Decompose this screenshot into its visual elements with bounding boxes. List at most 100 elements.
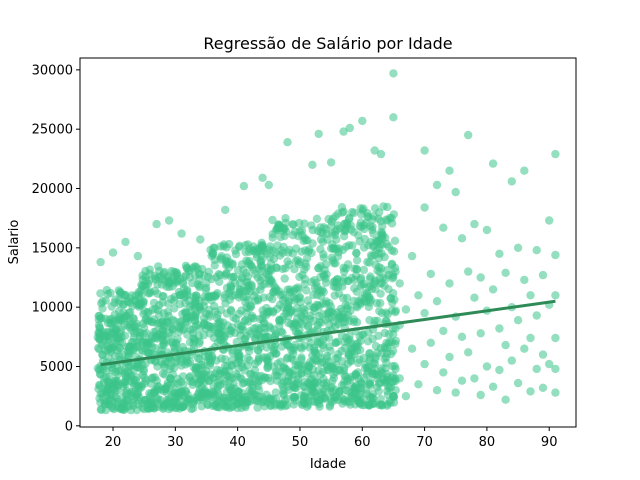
data-point bbox=[374, 208, 384, 217]
data-point bbox=[507, 177, 516, 186]
data-point bbox=[208, 248, 217, 257]
data-point bbox=[239, 181, 249, 191]
data-point bbox=[288, 249, 298, 258]
data-point bbox=[181, 299, 190, 308]
data-point bbox=[395, 279, 404, 288]
data-point bbox=[343, 359, 352, 368]
data-point bbox=[230, 328, 240, 337]
data-point bbox=[240, 334, 249, 343]
data-point bbox=[271, 388, 280, 397]
data-point bbox=[162, 316, 171, 325]
data-point bbox=[243, 361, 252, 370]
data-point bbox=[226, 305, 235, 314]
data-point bbox=[178, 279, 188, 289]
data-point bbox=[215, 277, 224, 286]
data-point bbox=[520, 166, 529, 175]
data-point bbox=[318, 387, 327, 396]
data-point bbox=[358, 116, 367, 126]
data-point bbox=[125, 316, 134, 325]
data-point bbox=[300, 280, 309, 289]
data-point bbox=[464, 348, 473, 357]
data-point bbox=[294, 259, 304, 269]
data-point bbox=[380, 375, 389, 384]
data-point bbox=[200, 387, 209, 396]
data-point bbox=[293, 320, 302, 330]
data-point bbox=[280, 396, 290, 405]
x-tick-label: 60 bbox=[354, 435, 371, 450]
data-point bbox=[380, 344, 390, 353]
data-point bbox=[287, 375, 296, 384]
data-point bbox=[390, 295, 399, 304]
data-point bbox=[188, 311, 198, 320]
y-tick-label: 25000 bbox=[32, 123, 73, 138]
x-axis: 20 30 40 50 60 70 80 90 bbox=[105, 427, 557, 450]
data-point bbox=[144, 276, 154, 286]
data-point bbox=[345, 123, 354, 133]
data-point bbox=[199, 369, 208, 378]
data-point bbox=[374, 331, 383, 340]
regression-line bbox=[100, 299, 556, 367]
data-point bbox=[143, 307, 152, 317]
data-point bbox=[318, 237, 327, 246]
data-point bbox=[312, 214, 322, 223]
data-point bbox=[204, 267, 214, 276]
data-point bbox=[216, 305, 226, 315]
data-point bbox=[297, 355, 306, 364]
data-point bbox=[256, 285, 265, 294]
data-point bbox=[256, 371, 266, 381]
data-point bbox=[269, 308, 278, 317]
data-point bbox=[195, 337, 204, 346]
data-point bbox=[181, 261, 191, 270]
data-point bbox=[526, 333, 535, 343]
data-point bbox=[159, 292, 168, 301]
data-point bbox=[352, 249, 361, 258]
data-point bbox=[121, 237, 130, 247]
data-point bbox=[280, 274, 289, 283]
data-point bbox=[513, 243, 523, 252]
data-point bbox=[439, 223, 448, 232]
data-point bbox=[420, 146, 429, 155]
data-point bbox=[250, 366, 260, 375]
data-point bbox=[268, 229, 277, 239]
data-point bbox=[389, 210, 398, 219]
data-point bbox=[520, 275, 529, 285]
data-point bbox=[108, 248, 118, 257]
data-point bbox=[258, 173, 267, 182]
data-point bbox=[289, 400, 298, 409]
data-point bbox=[532, 311, 541, 320]
data-point bbox=[501, 395, 510, 404]
data-point bbox=[210, 302, 219, 311]
data-point bbox=[235, 351, 244, 360]
data-point bbox=[269, 254, 279, 264]
data-point bbox=[213, 289, 222, 298]
data-point bbox=[368, 393, 377, 402]
data-point bbox=[163, 307, 173, 316]
data-point bbox=[414, 291, 423, 300]
data-point bbox=[344, 214, 354, 223]
data-point bbox=[133, 389, 143, 398]
data-point bbox=[225, 393, 234, 402]
data-point bbox=[181, 387, 190, 396]
data-point bbox=[389, 69, 398, 78]
data-point bbox=[268, 278, 277, 287]
data-point bbox=[221, 355, 230, 364]
data-point bbox=[175, 404, 184, 413]
y-tick-label: 15000 bbox=[32, 241, 73, 256]
data-point bbox=[365, 348, 374, 358]
data-point bbox=[420, 203, 429, 212]
data-point bbox=[532, 364, 541, 374]
data-point bbox=[106, 391, 115, 400]
data-point bbox=[262, 355, 272, 364]
data-point bbox=[369, 279, 378, 289]
data-point bbox=[183, 287, 192, 296]
data-point bbox=[373, 316, 382, 325]
data-point bbox=[318, 229, 327, 238]
data-point bbox=[432, 386, 442, 395]
data-point bbox=[526, 291, 535, 300]
data-point bbox=[445, 352, 454, 362]
data-point bbox=[551, 149, 560, 159]
data-point bbox=[337, 346, 346, 356]
data-point bbox=[366, 381, 375, 390]
data-point bbox=[300, 219, 309, 228]
data-point bbox=[551, 364, 560, 374]
